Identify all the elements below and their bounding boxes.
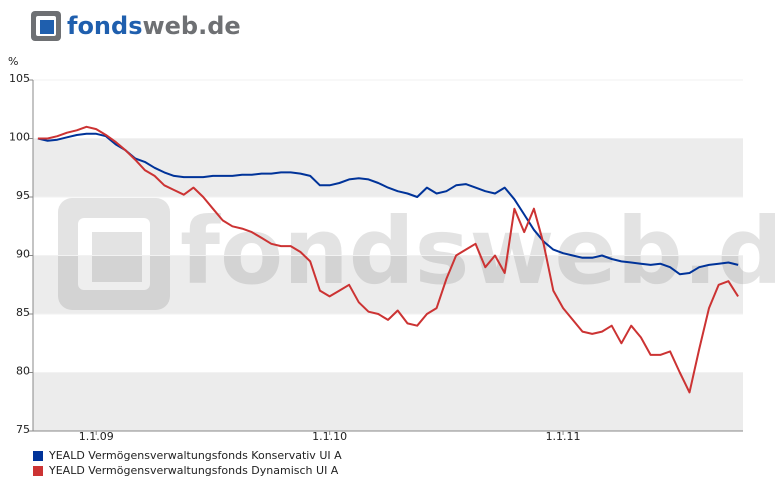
grid-band (33, 372, 743, 431)
logo-suffix: web.de (142, 12, 240, 40)
legend-label: YEALD Vermögensverwaltungsfonds Dynamisc… (48, 464, 339, 477)
y-tick-label: 105 (9, 72, 30, 85)
legend-swatch (33, 466, 43, 476)
series-line (37, 132, 739, 276)
x-tick-label: 1.1.09 (79, 430, 114, 443)
series-line (37, 125, 739, 394)
y-tick-label: 100 (9, 131, 30, 144)
logo-icon (31, 11, 61, 41)
legend-swatch (33, 451, 43, 461)
watermark-text: fondsweb.de (180, 198, 775, 305)
y-tick-label: 90 (16, 248, 30, 261)
y-tick-label: 75 (16, 423, 30, 436)
y-tick-label: 80 (16, 365, 30, 378)
x-tick-label: 1.1.10 (312, 430, 347, 443)
watermark: fondsweb.de (58, 198, 775, 310)
y-tick-label: 95 (16, 189, 30, 202)
watermark-suffix: web.de (469, 198, 775, 305)
watermark-brand: fonds (180, 198, 469, 305)
legend-label: YEALD Vermögensverwaltungsfonds Konserva… (48, 449, 342, 462)
y-axis-label: % (8, 55, 18, 68)
y-tick-label: 85 (16, 306, 30, 319)
grid-band (33, 255, 743, 314)
logo-brand: fonds (67, 12, 142, 40)
logo-text: fondsweb.de (67, 12, 241, 40)
x-tick-label: 1.1.11 (546, 430, 581, 443)
